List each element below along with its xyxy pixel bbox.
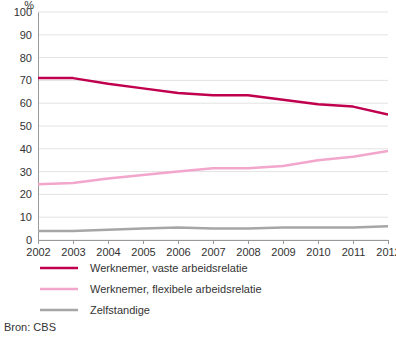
x-tick-label: 2006	[166, 246, 190, 258]
grid	[38, 12, 388, 240]
x-tick: 2005	[131, 240, 155, 258]
y-tick-label: 50	[20, 120, 32, 132]
legend-swatch	[40, 309, 78, 312]
y-axis: 0102030405060708090100	[14, 6, 39, 246]
y-tick: 0	[26, 234, 38, 246]
y-tick: 10	[20, 211, 38, 223]
x-tick: 2008	[236, 240, 260, 258]
x-axis: 2002 2003 2004 2005 2006 2007 2008 2009 2010 2011…	[26, 240, 396, 258]
y-tick-label: 30	[20, 166, 32, 178]
grid-line	[38, 148, 388, 149]
x-tick-label: 2012	[376, 246, 396, 258]
y-axis-label: %	[24, 0, 34, 11]
grid-line	[38, 57, 388, 58]
y-tick: 60	[20, 97, 38, 109]
legend-label: Werknemer, flexibele arbeidsrelatie	[90, 283, 262, 295]
y-tick-label: 40	[20, 143, 32, 155]
x-tick-label: 2005	[131, 246, 155, 258]
x-tick-label: 2004	[96, 246, 120, 258]
legend-swatch	[40, 288, 78, 291]
x-tick: 2004	[96, 240, 120, 258]
x-tick-mark	[353, 240, 354, 244]
y-tick-label: 60	[20, 97, 32, 109]
series-line	[38, 151, 388, 184]
x-tick: 2006	[166, 240, 190, 258]
y-tick-label: 90	[20, 29, 32, 41]
y-tick-label: 0	[26, 234, 32, 246]
legend-swatch	[40, 267, 78, 270]
x-tick-mark	[213, 240, 214, 244]
x-tick-label: 2003	[61, 246, 85, 258]
x-tick-label: 2008	[236, 246, 260, 258]
grid-line	[38, 171, 388, 172]
x-tick: 2010	[306, 240, 330, 258]
series-line	[38, 226, 388, 231]
x-tick: 2007	[201, 240, 225, 258]
x-tick-mark	[388, 240, 389, 244]
y-tick-label: 20	[20, 188, 32, 200]
source: Bron: CBS	[4, 321, 56, 333]
y-tick-label: 10	[20, 211, 32, 223]
x-tick-mark	[248, 240, 249, 244]
grid-line	[38, 217, 388, 218]
x-tick: 2003	[61, 240, 85, 258]
x-tick-mark	[38, 240, 39, 244]
series-line	[38, 78, 388, 114]
y-tick: 40	[20, 143, 38, 155]
y-tick: 20	[20, 188, 38, 200]
x-tick-mark	[283, 240, 284, 244]
y-tick: 70	[20, 74, 38, 86]
x-tick-label: 2011	[342, 246, 366, 258]
y-tick: 90	[20, 29, 38, 41]
y-tick-label: 80	[20, 52, 32, 64]
grid-line	[38, 194, 388, 195]
legend-label: Zelfstandige	[90, 304, 150, 316]
plot-area	[38, 78, 388, 231]
x-tick: 2011	[342, 240, 366, 258]
y-axis-line	[38, 13, 39, 241]
y-tick-label: 70	[20, 74, 32, 86]
x-tick-label: 2009	[271, 246, 295, 258]
grid-line	[38, 103, 388, 104]
grid-line	[38, 126, 388, 127]
grid-line	[38, 12, 388, 13]
x-tick-label: 2002	[26, 246, 50, 258]
y-tick: 30	[20, 166, 38, 178]
legend-label: Werknemer, vaste arbeidsrelatie	[90, 262, 248, 274]
y-tick: 80	[20, 52, 38, 64]
x-tick-mark	[73, 240, 74, 244]
x-tick-mark	[178, 240, 179, 244]
x-tick: 2002	[26, 240, 50, 258]
chart: 0102030405060708090100200220032004200520…	[0, 0, 396, 343]
x-tick-label: 2010	[306, 246, 330, 258]
x-tick-mark	[108, 240, 109, 244]
grid-line	[38, 34, 388, 35]
x-tick-label: 2007	[201, 246, 225, 258]
x-tick: 2009	[271, 240, 295, 258]
x-tick-mark	[318, 240, 319, 244]
x-tick: 2012	[376, 240, 396, 258]
legend: Werknemer, vaste arbeidsrelatie Werknemer…	[40, 262, 262, 316]
y-tick: 50	[20, 120, 38, 132]
x-tick-mark	[143, 240, 144, 244]
